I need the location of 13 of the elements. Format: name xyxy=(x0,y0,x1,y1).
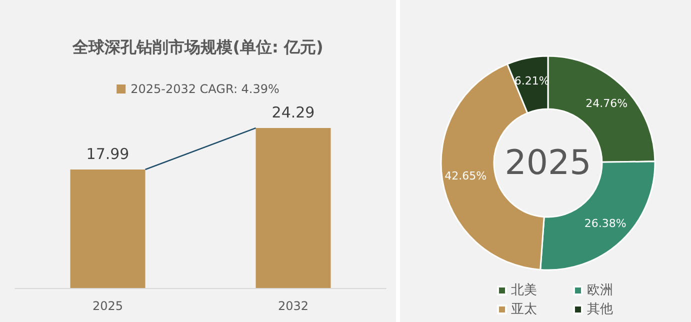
data-label: 42.65% xyxy=(444,170,487,183)
legend-label: 欧洲 xyxy=(587,283,613,298)
chart-title: 全球深孔钻削市场规模(单位: 亿元) xyxy=(72,38,324,56)
data-label: 24.29 xyxy=(272,104,315,122)
data-label: 26.38% xyxy=(584,217,626,230)
legend-label: 其他 xyxy=(587,302,613,317)
legend-label: 2025-2032 CAGR: 4.39% xyxy=(130,82,280,96)
x-tick-label: 2032 xyxy=(278,299,309,313)
legend-label: 亚太 xyxy=(511,302,537,317)
legend-label: 北美 xyxy=(511,282,537,298)
data-label: 24.76% xyxy=(586,97,628,110)
text: 2025 xyxy=(504,143,592,183)
data-label: 17.99 xyxy=(86,145,130,163)
